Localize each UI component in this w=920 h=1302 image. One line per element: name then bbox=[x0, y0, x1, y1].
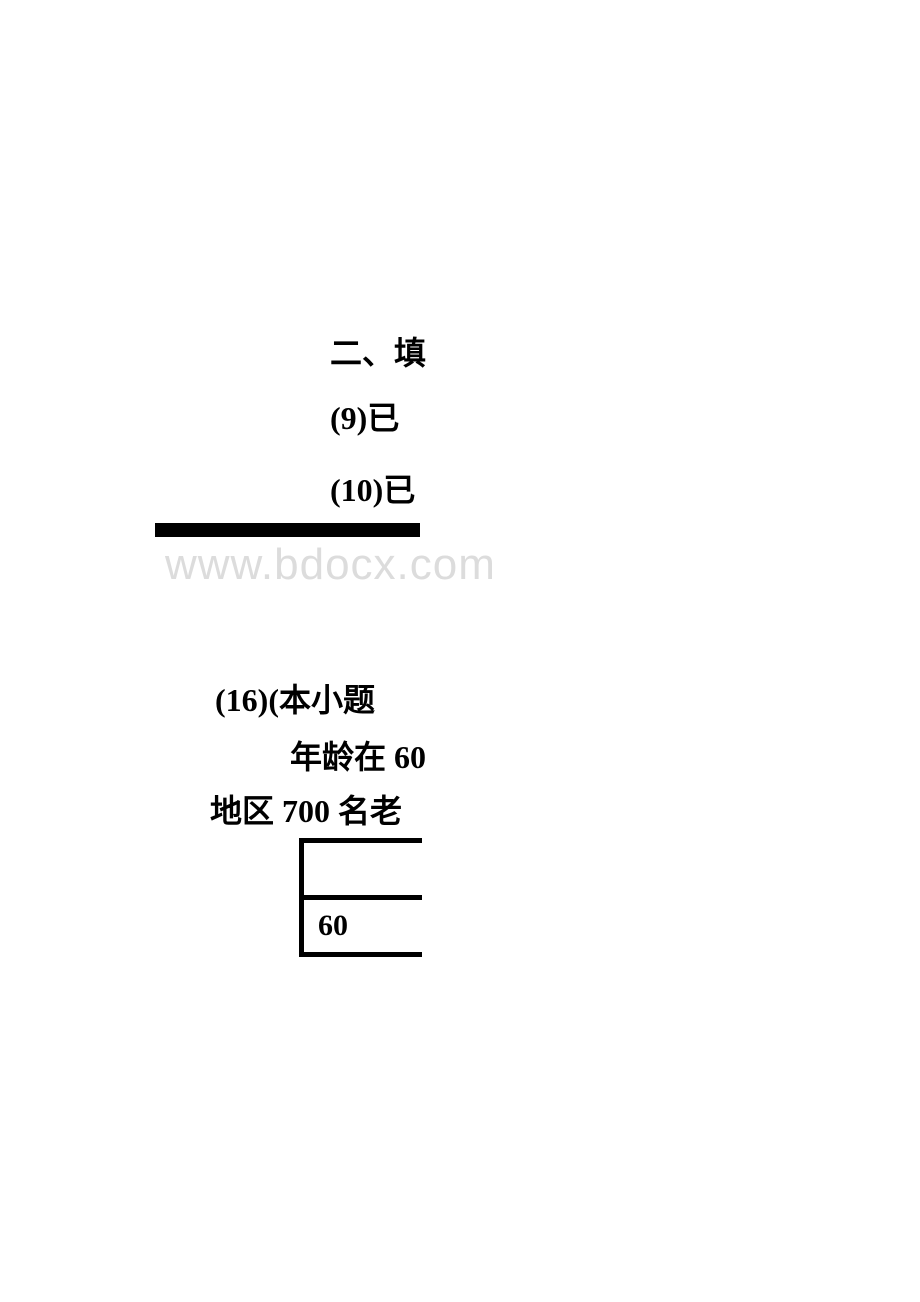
section-heading: 二、填 bbox=[330, 328, 426, 374]
table-fragment: 60 bbox=[299, 838, 422, 957]
item-10-text: (10)已 bbox=[330, 465, 415, 511]
horizontal-rule bbox=[155, 523, 420, 537]
table-row: 60 bbox=[299, 900, 422, 952]
item-9-text: (9)已 bbox=[330, 393, 399, 439]
table-row-empty bbox=[299, 843, 422, 895]
table-cell-value: 60 bbox=[318, 909, 348, 943]
age-line-text: 年龄在 60 bbox=[290, 732, 426, 778]
item-16-text: (16)(本小题 bbox=[215, 675, 375, 721]
table-border-bottom bbox=[299, 952, 422, 957]
region-line-text: 地区 700 名老 bbox=[210, 786, 402, 832]
watermark-text: www.bdocx.com bbox=[165, 540, 496, 590]
